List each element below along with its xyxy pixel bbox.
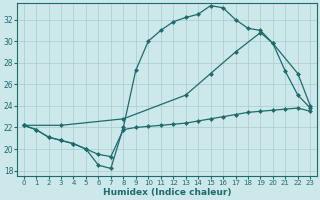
X-axis label: Humidex (Indice chaleur): Humidex (Indice chaleur) (103, 188, 231, 197)
